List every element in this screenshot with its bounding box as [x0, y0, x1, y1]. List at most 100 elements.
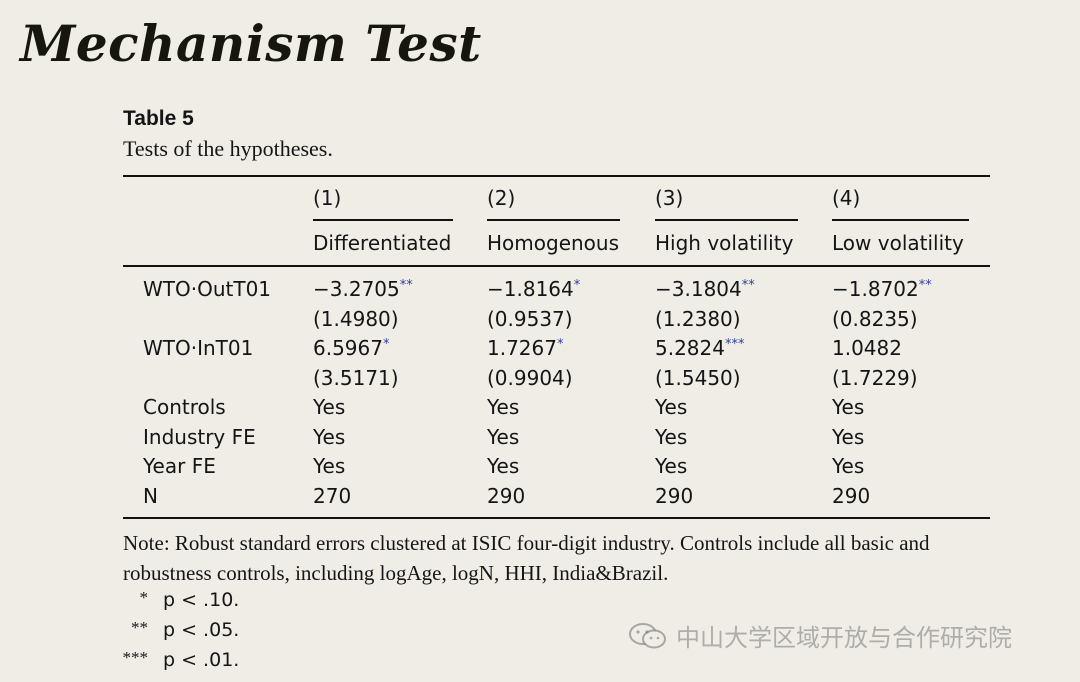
table-cell: Yes [313, 395, 345, 419]
table-cell: (0.9904) [487, 366, 573, 390]
table-cell: 290 [487, 484, 525, 508]
cell-value: Yes [487, 425, 520, 449]
column-number: (3) [655, 186, 684, 210]
cell-value: (3.5171) [313, 366, 399, 390]
significance-stars: * [556, 337, 564, 352]
table-cell: 290 [655, 484, 693, 508]
cell-value: 6.5967 [313, 336, 383, 360]
table-cell: Yes [487, 395, 519, 419]
table-cell: (1.7229) [832, 366, 918, 390]
significance-stars: * [573, 278, 581, 293]
cell-value: Yes [313, 395, 346, 419]
cell-value: Yes [832, 395, 865, 419]
row-label: Year FE [143, 454, 216, 478]
table-cell: (1.4980) [313, 307, 399, 331]
table-cell: Yes [655, 395, 687, 419]
column-header: High volatility [655, 231, 794, 255]
table-cell: (0.8235) [832, 307, 918, 331]
cell-value: −1.8164 [487, 277, 574, 301]
header-rule [123, 265, 990, 267]
table-cell: −3.2705** [313, 277, 413, 301]
watermark-text: 中山大学区域开放与合作研究院 [676, 624, 1012, 652]
watermark: 中山大学区域开放与合作研究院 [628, 618, 1012, 653]
significance-text: p < .01. [163, 649, 240, 671]
column-header: Low volatility [832, 231, 964, 255]
cell-value: (1.4980) [313, 307, 399, 331]
column-rule-2 [487, 219, 620, 221]
cell-value: Yes [487, 395, 520, 419]
column-header: Differentiated [313, 231, 452, 255]
column-number: (2) [487, 186, 516, 210]
table-cell: (1.5450) [655, 366, 741, 390]
column-number: (4) [832, 186, 861, 210]
cell-value: (1.5450) [655, 366, 741, 390]
table-cell: (0.9537) [487, 307, 573, 331]
cell-value: (1.2380) [655, 307, 741, 331]
cell-value: Yes [655, 425, 688, 449]
significance-text: p < .05. [163, 619, 240, 641]
table-cell: (3.5171) [313, 366, 399, 390]
column-header: Homogenous [487, 231, 620, 255]
column-rule-3 [655, 219, 798, 221]
significance-text: p < .10. [163, 589, 240, 611]
row-label: N [143, 484, 158, 508]
cell-value: 270 [313, 484, 352, 508]
table-cell: Yes [313, 454, 345, 478]
significance-stars: ** [741, 278, 755, 293]
wechat-icon [629, 622, 666, 648]
table-label: Table 5 [123, 107, 194, 130]
table-cell: Yes [832, 454, 864, 478]
row-label: WTO·InT01 [143, 336, 254, 360]
table-cell: 6.5967* [313, 336, 389, 360]
table-cell: (1.2380) [655, 307, 741, 331]
table-cell: Yes [832, 425, 864, 449]
cell-value: Yes [655, 395, 688, 419]
significance-mark: ** [131, 618, 148, 637]
table-cell: 290 [832, 484, 870, 508]
cell-value: Yes [832, 425, 865, 449]
table-cell: Yes [487, 425, 519, 449]
row-label: Controls [143, 395, 226, 419]
table-cell: Yes [655, 425, 687, 449]
significance-mark: * [139, 588, 149, 607]
table-cell: −1.8164* [487, 277, 580, 301]
cell-value: Yes [655, 454, 688, 478]
significance-stars: ** [918, 278, 932, 293]
table-cell: Yes [832, 395, 864, 419]
table-caption: Tests of the hypotheses. [123, 136, 333, 161]
cell-value: −3.1804 [655, 277, 742, 301]
column-number: (1) [313, 186, 342, 210]
cell-value: Yes [313, 454, 346, 478]
row-label: WTO·OutT01 [143, 277, 272, 301]
cell-value: (0.9904) [487, 366, 573, 390]
significance-stars: *** [724, 337, 745, 352]
table-cell: Yes [313, 425, 345, 449]
cell-value: −1.8702 [832, 277, 919, 301]
table-cell: 5.2824*** [655, 336, 744, 360]
cell-value: −3.2705 [313, 277, 400, 301]
table-cell: Yes [655, 454, 687, 478]
table-cell: 1.0482 [832, 336, 902, 360]
bottom-rule [123, 517, 990, 519]
significance-mark: *** [122, 648, 149, 667]
cell-value: (1.7229) [832, 366, 918, 390]
cell-value: Yes [313, 425, 346, 449]
cell-value: 290 [832, 484, 871, 508]
table-cell: −3.1804** [655, 277, 755, 301]
table-note: Note: Robust standard errors clustered a… [123, 531, 930, 585]
cell-value: Yes [487, 454, 520, 478]
table-cell: 1.7267* [487, 336, 563, 360]
cell-value: 290 [487, 484, 526, 508]
page-title: Mechanism Test [20, 14, 482, 73]
row-label: Industry FE [143, 425, 256, 449]
cell-value: 1.7267 [487, 336, 557, 360]
cell-value: 5.2824 [655, 336, 725, 360]
cell-value: 1.0482 [832, 336, 902, 360]
cell-value: 290 [655, 484, 694, 508]
table-cell: Yes [487, 454, 519, 478]
cell-value: (0.9537) [487, 307, 573, 331]
top-rule [123, 175, 990, 177]
table-cell: 270 [313, 484, 351, 508]
column-rule-4 [832, 219, 969, 221]
column-rule-1 [313, 219, 453, 221]
